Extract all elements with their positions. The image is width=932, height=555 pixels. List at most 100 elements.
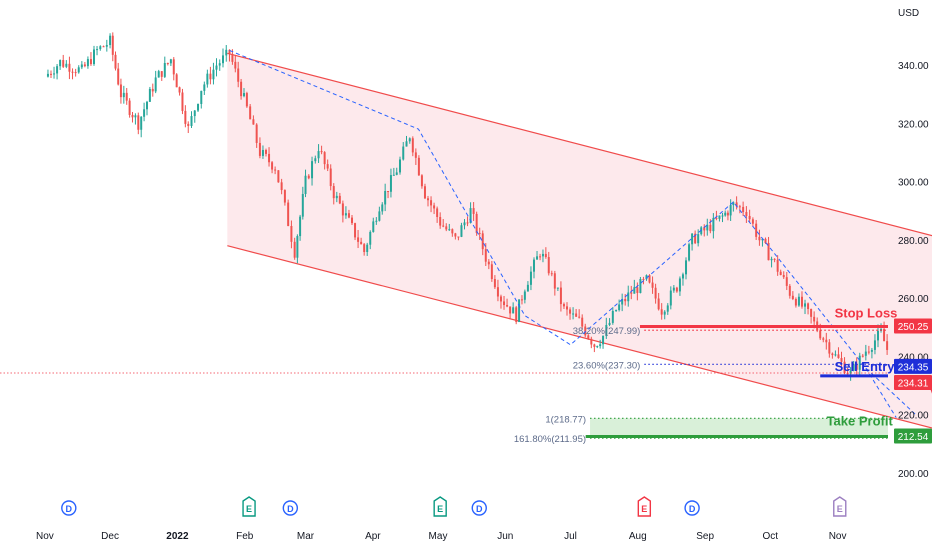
candle-body (876, 330, 879, 341)
dividend-event-icon[interactable] (684, 500, 700, 516)
plot-area[interactable]: 38.20%(247.99) 23.60%(237.30) 1(218.77) 161… (0, 32, 932, 445)
earnings-event-icon[interactable] (433, 496, 447, 517)
candle-body (74, 72, 77, 74)
candle-body (618, 304, 621, 311)
price-axis[interactable]: USD340.00320.00300.00280.00260.00240.002… (894, 8, 932, 480)
candle-body (469, 208, 472, 223)
candle-body (858, 355, 861, 370)
candle-body (234, 61, 237, 69)
candle-body (265, 149, 267, 154)
candle-body (56, 66, 59, 74)
candle-body (633, 287, 636, 294)
candle-body (290, 226, 293, 242)
candle-body (764, 238, 767, 243)
price-tick-label: 200.00 (898, 469, 929, 480)
candle-body (369, 231, 372, 245)
candle-body (215, 65, 218, 70)
candle-body (837, 354, 840, 359)
earnings-event-icon[interactable] (242, 496, 256, 517)
candle-body (559, 287, 562, 305)
candle-body (193, 110, 196, 117)
dividend-event-icon[interactable] (61, 500, 77, 516)
time-tick-label: 2022 (166, 531, 189, 542)
candle-body (810, 309, 813, 317)
candle-body (212, 69, 215, 80)
candle-body (581, 317, 584, 327)
channel-upper-line[interactable] (227, 52, 932, 240)
candle-body (590, 338, 593, 345)
candle-body (825, 339, 828, 343)
wave-zigzag-line[interactable] (229, 49, 917, 416)
current-price-tag-text: 234.31 (898, 379, 929, 390)
stop-loss-label: Stop Loss (835, 306, 898, 321)
candle-body (378, 211, 381, 221)
candle-body (137, 115, 140, 130)
dividend-event-icon[interactable] (282, 500, 299, 516)
candle-body (840, 358, 843, 362)
candle-body (873, 340, 876, 350)
candle-body (615, 310, 618, 312)
candle-body (341, 203, 344, 216)
candle-body (80, 64, 83, 68)
candle-body (240, 81, 243, 97)
candle-body (231, 54, 234, 62)
current-price-tag[interactable] (894, 375, 932, 391)
price-tick-label: 340.00 (898, 61, 929, 72)
candle-body (65, 63, 68, 67)
time-tick-label: Nov (36, 531, 54, 542)
fib-level-label: 38.20%(247.99) (573, 326, 641, 337)
candle-body (209, 73, 212, 80)
candles[interactable] (46, 32, 889, 381)
take-profit-zone (590, 418, 888, 437)
candle-body (430, 200, 433, 206)
candle-body (822, 338, 825, 340)
time-axis[interactable]: D E D E D E D E Nov Dec 2022 Feb Mar Apr May Jun Jul Aug S… (36, 496, 847, 542)
sell-entry-tag[interactable] (894, 358, 932, 374)
candle-body (363, 244, 366, 253)
dividend-event-icon[interactable] (471, 500, 487, 516)
candle-body (852, 364, 855, 371)
candle-body (627, 292, 630, 302)
candle-body (718, 215, 721, 219)
candle-body (738, 206, 741, 208)
candle-body (855, 364, 858, 370)
candle-body (834, 354, 837, 356)
candle-body (125, 92, 128, 101)
candle-body (160, 71, 163, 77)
candle-body (758, 236, 761, 241)
candle-body (389, 175, 392, 192)
sell-entry-tag-text: 234.35 (898, 362, 929, 373)
candle-body (122, 92, 125, 98)
candle-body (360, 241, 363, 245)
candle-body (697, 234, 700, 244)
earnings-event-icon[interactable] (637, 496, 652, 517)
candle-body (117, 68, 120, 85)
candle-body (846, 373, 849, 375)
event-letter: E (837, 504, 843, 514)
time-tick-label: Feb (236, 531, 254, 542)
candle-body (779, 271, 782, 275)
candle-body (512, 307, 515, 314)
candle-body (703, 227, 706, 231)
candle-body (326, 164, 329, 169)
candle-body (154, 77, 157, 92)
candle-body (770, 258, 773, 261)
candle-body (203, 84, 206, 91)
candle-body (448, 229, 451, 231)
candle-body (487, 261, 490, 265)
candle-body (99, 46, 102, 50)
candle-body (157, 71, 160, 78)
candle-body (405, 141, 408, 147)
take-profit-tag[interactable] (894, 428, 932, 444)
candle-body (870, 349, 873, 352)
candle-body (681, 274, 684, 279)
candle-body (320, 151, 323, 153)
candle-body (544, 253, 547, 258)
earnings-event-icon[interactable] (833, 496, 847, 517)
candle-body (111, 35, 114, 55)
time-tick-label: Jun (497, 531, 513, 542)
candle-body (651, 282, 654, 288)
stop-loss-tag[interactable] (894, 318, 932, 334)
